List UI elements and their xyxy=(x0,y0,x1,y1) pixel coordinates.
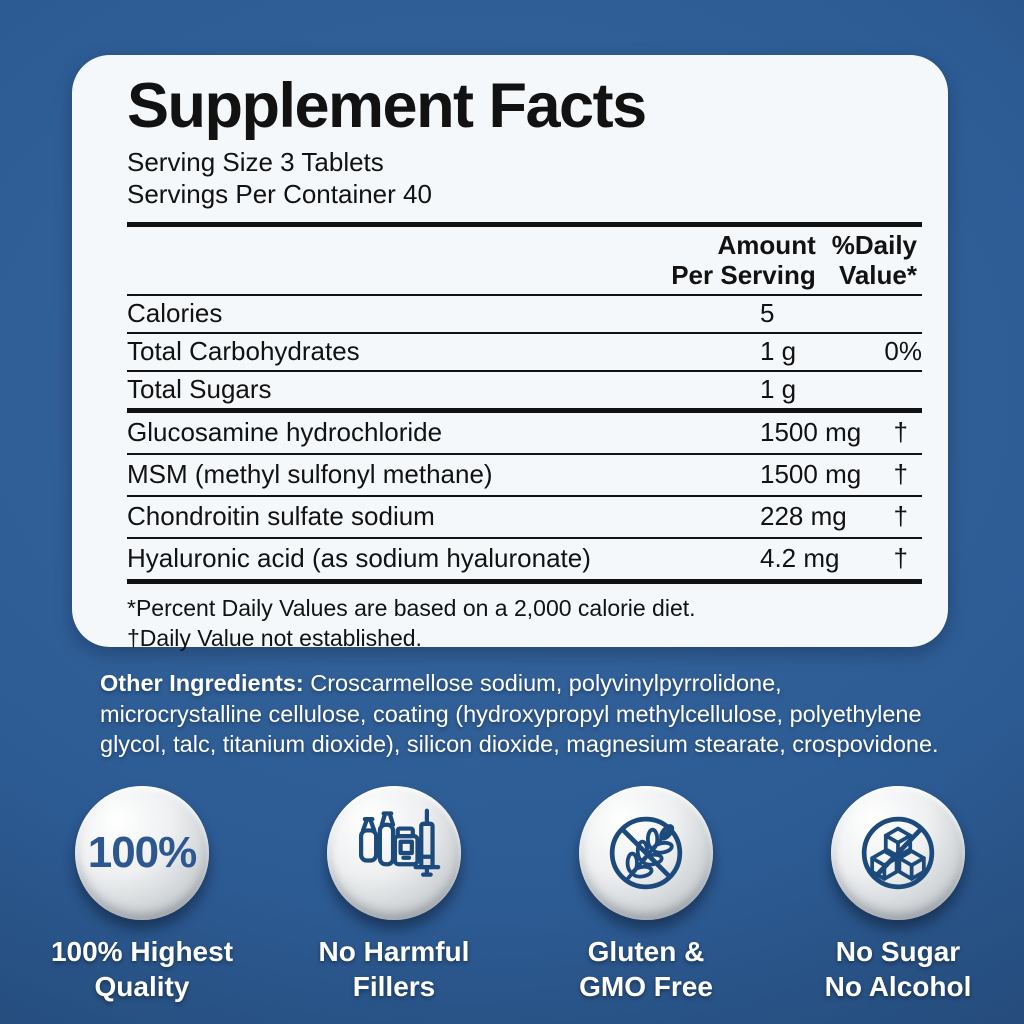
other-ingredients-label: Other Ingredients: xyxy=(100,670,304,696)
crossed-wheat-icon xyxy=(609,816,683,890)
nutrient-amount: 5 xyxy=(760,298,775,328)
nutrient-amount: 1500 mg xyxy=(760,417,862,447)
badge-no-sugar-alcohol: No Sugar No Alcohol xyxy=(786,786,1010,1004)
badge-no-fillers: No Harmful Fillers xyxy=(282,786,506,1004)
nutrient-amount: 228 mg xyxy=(760,501,847,531)
percent-100-text: 100% xyxy=(87,828,198,877)
daily-value-column-header: %Daily Value* xyxy=(831,230,917,290)
nutrient-daily-value: † xyxy=(893,459,908,489)
percent-dv-footnote: *Percent Daily Values are based on a 2,0… xyxy=(127,595,696,621)
table-divider xyxy=(127,370,922,372)
nutrient-name: Total Carbohydrates xyxy=(127,336,360,366)
divider xyxy=(127,408,922,413)
badge-label: No Sugar No Alcohol xyxy=(824,936,972,1002)
table-header: Amount Per Serving %Daily Value* xyxy=(127,227,922,294)
supplement-facts-panel: Supplement Facts Serving Size 3 Tablets … xyxy=(72,55,948,651)
nutrient-name: Calories xyxy=(127,298,223,328)
badge-label: 100% Highest Quality xyxy=(50,936,234,1002)
footnotes: *Percent Daily Values are based on a 2,0… xyxy=(127,593,922,653)
nutrient-name: MSM (methyl sulfonyl methane) xyxy=(127,459,493,489)
nutrient-daily-value: 0% xyxy=(884,336,922,366)
table-row: Total Carbohydrates 1 g 0% xyxy=(127,334,922,370)
nutrient-amount: 4.2 mg xyxy=(760,543,840,573)
active-ingredient-rows-section: Glucosamine hydrochloride 1500 mg † MSM (me… xyxy=(127,413,922,579)
syringe-ampoules-icon xyxy=(358,808,441,877)
nutrient-amount: 1500 mg xyxy=(760,459,862,489)
nutrient-name: Chondroitin sulfate sodium xyxy=(127,501,435,531)
nutrient-amount: 1 g xyxy=(760,336,797,366)
table-row: Calories 5 xyxy=(127,296,922,332)
nutrient-name: Glucosamine hydrochloride xyxy=(127,417,443,447)
nutrient-daily-value: † xyxy=(893,501,908,531)
table-divider xyxy=(127,453,922,455)
table-divider xyxy=(127,332,922,334)
badge-100-quality: 100% 100% Highest Quality xyxy=(30,786,254,1004)
other-ingredients: Other Ingredients: Croscarmellose sodium… xyxy=(100,668,940,760)
badge-label: No Harmful Fillers xyxy=(318,936,470,1002)
panel-title: Supplement Facts xyxy=(127,71,647,141)
percent-100-icon: 100% xyxy=(75,786,209,920)
table-row: Chondroitin sulfate sodium 228 mg † xyxy=(127,497,922,537)
divider xyxy=(127,222,922,227)
dagger-footnote: †Daily Value not established. xyxy=(127,625,422,651)
badge-label: Gluten & GMO Free xyxy=(579,936,713,1002)
table-divider xyxy=(127,495,922,497)
table-row: Total Sugars 1 g xyxy=(127,372,922,408)
table-row: Hyaluronic acid (as sodium hyaluronate) 4… xyxy=(127,539,922,579)
nutrient-daily-value: † xyxy=(893,417,908,447)
badge-gluten-gmo-free: Gluten & GMO Free xyxy=(534,786,758,1004)
servings-per-container: Servings Per Container 40 xyxy=(127,179,432,209)
nutrient-rows-section: Calories 5 Total Carbohydrates 1 g 0% Total S… xyxy=(127,296,922,408)
amount-column-header: Amount Per Serving xyxy=(671,230,816,290)
nutrient-name: Total Sugars xyxy=(127,374,272,404)
nutrient-amount: 1 g xyxy=(760,374,797,404)
other-ingredients-text: Croscarmellose sodium, polyvinylpyrrolid… xyxy=(100,670,939,757)
table-row: MSM (methyl sulfonyl methane) 1500 mg † xyxy=(127,455,922,495)
serving-size: Serving Size 3 Tablets xyxy=(127,147,384,177)
crossed-sugar-cubes-icon xyxy=(861,816,935,890)
divider xyxy=(127,294,922,296)
feature-badges: 100% 100% Highest Quality xyxy=(0,786,1024,1004)
nutrient-daily-value: † xyxy=(893,543,908,573)
table-divider xyxy=(127,537,922,539)
divider xyxy=(127,579,922,584)
table-row: Glucosamine hydrochloride 1500 mg † xyxy=(127,413,922,453)
nutrient-name: Hyaluronic acid (as sodium hyaluronate) xyxy=(127,543,591,573)
